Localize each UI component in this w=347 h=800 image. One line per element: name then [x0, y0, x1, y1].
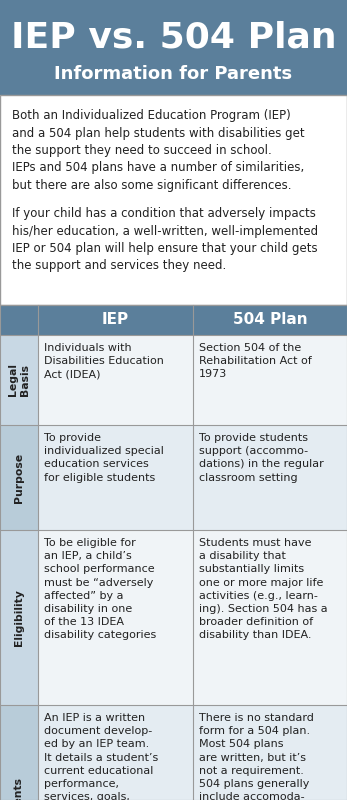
Text: Information for Parents: Information for Parents	[54, 65, 293, 83]
Bar	[0, 425, 38, 530]
Bar	[0, 705, 38, 800]
Bar	[0, 530, 38, 705]
Bar	[38, 705, 193, 800]
Text: To be eligible for
an IEP, a child’s
school performance
must be “adversely
affec: To be eligible for an IEP, a child’s sch…	[44, 538, 156, 640]
Bar	[38, 425, 193, 530]
Text: Legal
Basis: Legal Basis	[8, 363, 30, 397]
Text: There is no standard
form for a 504 plan.
Most 504 plans
are written, but it’s
n: There is no standard form for a 504 plan…	[199, 713, 319, 800]
Text: 504 Plan: 504 Plan	[233, 313, 307, 327]
Bar	[0, 305, 38, 335]
Bar	[0, 0, 347, 95]
Bar	[38, 305, 193, 335]
Bar	[193, 705, 347, 800]
Text: Both an Individualized Education Program (IEP)
and a 504 plan help students with: Both an Individualized Education Program…	[12, 109, 305, 192]
Text: IEP: IEP	[102, 313, 129, 327]
Text: An IEP is a written
document develop-
ed by an IEP team.
It details a student’s
: An IEP is a written document develop- ed…	[44, 713, 167, 800]
Bar	[193, 335, 347, 425]
Text: Contents: Contents	[14, 778, 24, 800]
Bar	[38, 530, 193, 705]
Text: To provide
individualized special
education services
for eligible students: To provide individualized special educat…	[44, 433, 164, 482]
Text: Individuals with
Disabilities Education
Act (IDEA): Individuals with Disabilities Education …	[44, 343, 164, 379]
Bar	[193, 305, 347, 335]
Text: IEP vs. 504 Plan: IEP vs. 504 Plan	[11, 21, 336, 55]
Text: Purpose: Purpose	[14, 453, 24, 502]
Bar	[193, 530, 347, 705]
Bar	[0, 305, 347, 800]
Text: If your child has a condition that adversely impacts
his/her education, a well-w: If your child has a condition that adver…	[12, 207, 318, 273]
Text: Section 504 of the
Rehabilitation Act of
1973: Section 504 of the Rehabilitation Act of…	[199, 343, 312, 379]
Bar	[0, 95, 347, 305]
Text: Students must have
a disability that
substantially limits
one or more major life: Students must have a disability that sub…	[199, 538, 328, 640]
Bar	[193, 425, 347, 530]
Bar	[0, 335, 38, 425]
Bar	[38, 335, 193, 425]
Text: Eligibility: Eligibility	[14, 589, 24, 646]
Text: To provide students
support (accommo-
dations) in the regular
classroom setting: To provide students support (accommo- da…	[199, 433, 324, 482]
